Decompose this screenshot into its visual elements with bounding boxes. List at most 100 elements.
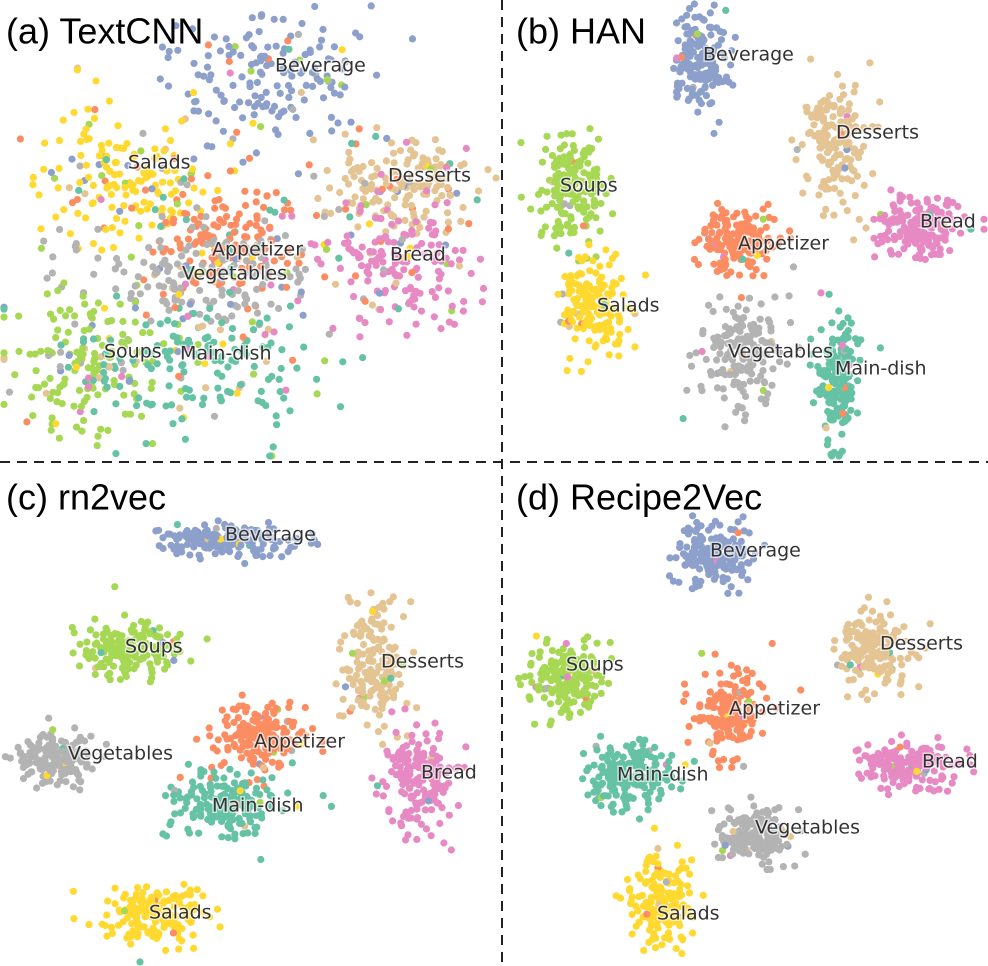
point bbox=[214, 186, 222, 195]
point bbox=[76, 137, 85, 145]
point bbox=[542, 639, 551, 647]
point bbox=[90, 114, 98, 122]
point bbox=[142, 321, 150, 329]
point bbox=[895, 782, 903, 791]
point bbox=[401, 790, 409, 798]
point bbox=[37, 347, 45, 355]
point bbox=[373, 71, 381, 79]
point bbox=[157, 222, 165, 230]
point bbox=[225, 57, 233, 66]
point bbox=[394, 217, 403, 225]
point bbox=[205, 341, 213, 349]
point bbox=[699, 330, 707, 338]
point bbox=[91, 670, 99, 679]
point bbox=[322, 245, 331, 253]
point bbox=[77, 777, 85, 785]
point bbox=[691, 13, 699, 21]
point bbox=[374, 188, 382, 196]
point bbox=[71, 724, 79, 732]
point bbox=[839, 371, 847, 379]
point bbox=[80, 416, 88, 425]
point bbox=[275, 271, 283, 279]
point bbox=[815, 191, 823, 199]
point bbox=[934, 210, 942, 218]
point bbox=[824, 407, 832, 416]
point bbox=[28, 768, 36, 776]
point bbox=[180, 880, 188, 888]
point bbox=[568, 684, 576, 692]
point bbox=[71, 242, 79, 250]
point bbox=[738, 364, 746, 372]
point bbox=[175, 290, 183, 298]
point bbox=[328, 127, 336, 135]
point bbox=[788, 136, 796, 144]
point bbox=[371, 705, 379, 714]
point bbox=[77, 151, 85, 160]
point bbox=[346, 598, 354, 606]
point bbox=[904, 240, 912, 248]
point bbox=[818, 387, 826, 396]
point bbox=[854, 657, 862, 665]
point bbox=[635, 815, 644, 823]
point bbox=[341, 130, 349, 138]
point bbox=[242, 257, 250, 265]
point bbox=[62, 778, 70, 786]
point bbox=[345, 244, 353, 253]
point bbox=[74, 357, 82, 365]
point bbox=[348, 704, 356, 712]
point bbox=[75, 186, 83, 194]
point bbox=[222, 35, 230, 43]
point bbox=[190, 812, 198, 820]
point bbox=[83, 393, 91, 401]
point bbox=[335, 205, 343, 214]
point bbox=[686, 351, 694, 360]
point bbox=[343, 232, 351, 240]
point bbox=[907, 219, 916, 227]
point bbox=[841, 650, 849, 658]
point bbox=[105, 658, 113, 667]
point bbox=[139, 329, 147, 337]
point bbox=[228, 312, 236, 320]
point bbox=[857, 336, 865, 344]
point bbox=[828, 319, 836, 327]
point bbox=[860, 142, 868, 150]
point bbox=[915, 683, 923, 691]
point bbox=[431, 293, 439, 301]
point bbox=[120, 894, 128, 902]
point bbox=[95, 374, 103, 382]
point bbox=[282, 386, 290, 394]
point bbox=[192, 249, 200, 257]
point bbox=[419, 154, 427, 162]
point bbox=[56, 225, 64, 234]
point bbox=[580, 197, 588, 205]
point bbox=[737, 349, 745, 357]
point bbox=[181, 209, 189, 217]
point bbox=[390, 159, 398, 167]
point bbox=[375, 289, 384, 297]
point bbox=[827, 101, 835, 109]
point bbox=[537, 231, 545, 240]
point bbox=[413, 721, 421, 729]
point bbox=[196, 540, 204, 548]
point bbox=[926, 776, 934, 785]
point bbox=[567, 316, 575, 324]
point bbox=[70, 108, 78, 117]
point bbox=[786, 227, 794, 235]
point bbox=[372, 132, 380, 140]
point bbox=[739, 255, 747, 263]
point bbox=[391, 194, 399, 202]
point bbox=[865, 616, 873, 624]
point bbox=[841, 155, 850, 163]
point bbox=[347, 118, 355, 126]
point bbox=[47, 767, 55, 775]
point bbox=[803, 103, 811, 111]
point bbox=[314, 194, 322, 202]
point bbox=[682, 690, 690, 698]
point bbox=[762, 247, 770, 255]
point bbox=[70, 915, 78, 923]
point bbox=[442, 163, 451, 171]
point bbox=[204, 172, 212, 180]
point bbox=[398, 253, 406, 262]
point bbox=[874, 123, 882, 131]
point bbox=[76, 786, 84, 794]
